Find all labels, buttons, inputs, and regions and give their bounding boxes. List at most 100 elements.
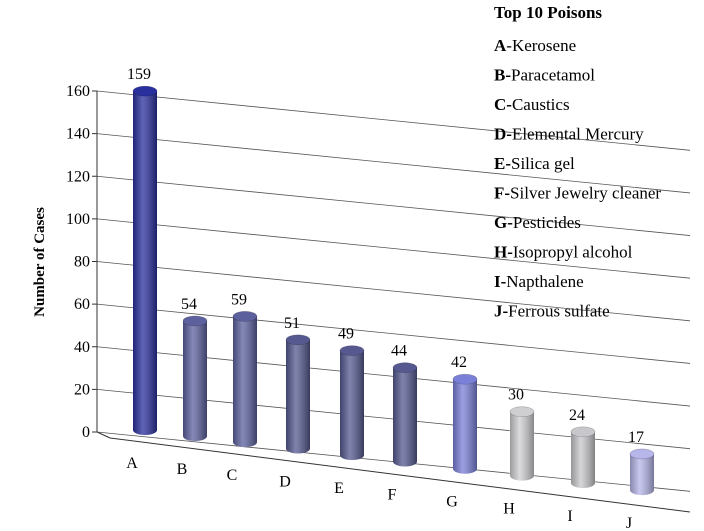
cylinder-top <box>509 406 535 417</box>
legend-text: Napthalene <box>506 272 583 291</box>
legend-key: E- <box>494 154 511 173</box>
legend-key: I- <box>494 272 507 291</box>
value-label: 24 <box>569 407 585 424</box>
legend-entry: J-Ferrous sulfate <box>494 302 610 321</box>
value-label: 59 <box>231 291 247 308</box>
cylinder <box>339 345 365 461</box>
x-tick-label: A <box>126 455 138 472</box>
y-tick-label: 120 <box>66 168 90 185</box>
value-label: 42 <box>451 354 467 371</box>
bar-shade-bottom <box>453 468 477 474</box>
bar-shade-bottom <box>286 448 310 454</box>
floor-front <box>109 437 691 513</box>
floor-edge <box>96 431 111 439</box>
bar-shade <box>630 453 654 491</box>
value-label: 17 <box>628 429 644 446</box>
value-label: 30 <box>508 387 524 404</box>
bar-shade-bottom <box>340 455 364 461</box>
bar-shade <box>183 320 207 437</box>
legend-entry: H-Isopropyl alcohol <box>494 243 633 262</box>
value-label: 159 <box>127 66 151 83</box>
grid-line <box>96 261 691 322</box>
cylinder <box>182 315 208 442</box>
legend-entry: B-Paracetamol <box>494 66 595 85</box>
legend-text: Pesticides <box>513 213 581 232</box>
cylinder-top <box>392 362 418 373</box>
y-tick-label: 160 <box>66 83 90 100</box>
cylinder-top <box>570 426 596 438</box>
cylinder-top <box>182 315 208 327</box>
cylinder <box>452 373 478 474</box>
bar-shade-bottom <box>183 436 207 442</box>
legend-key: D- <box>494 125 512 144</box>
bar-shade-bottom <box>510 475 534 481</box>
x-tick-label: D <box>279 474 291 491</box>
bar-shade-bottom <box>630 490 654 496</box>
legend-entry: C-Caustics <box>494 95 570 114</box>
bar-shade <box>340 350 364 456</box>
cylinder <box>285 334 311 454</box>
grid-line <box>96 133 691 194</box>
legend-text: Ferrous sulfate <box>508 302 610 321</box>
legend-entry: E-Silica gel <box>494 154 575 173</box>
grid-line <box>96 218 691 279</box>
y-tick-label: 20 <box>74 381 90 398</box>
cylinder-top <box>285 334 311 346</box>
chart-title: Top 10 Poisons <box>494 3 602 22</box>
legend-key: H- <box>494 243 513 262</box>
legend-text: Isopropyl alcohol <box>513 243 633 262</box>
legend-text: Silica gel <box>511 154 575 173</box>
cylinder <box>232 311 258 448</box>
legend-entry: A-Kerosene <box>494 36 576 55</box>
bar-shade <box>286 339 310 449</box>
x-tick-label: C <box>227 467 238 484</box>
y-tick-label: 100 <box>66 211 90 228</box>
legend-key: F- <box>494 184 510 203</box>
bar-shade-bottom <box>133 430 157 435</box>
legend-entry: I-Napthalene <box>494 272 584 291</box>
x-tick-label: F <box>388 486 397 503</box>
x-tick-label: H <box>503 501 515 518</box>
cylinder <box>570 426 596 488</box>
value-label: 51 <box>284 315 300 332</box>
legend-entry: F-Silver Jewelry cleaner <box>494 184 661 203</box>
legend-key: A <box>494 36 507 55</box>
legend-text: Elemental Mercury <box>512 125 644 144</box>
bar-shade-bottom <box>233 442 257 448</box>
bar-shade <box>393 367 417 462</box>
cylinder <box>132 85 158 435</box>
y-tick-label: 140 <box>66 126 90 143</box>
legend-entry: G-Pesticides <box>494 213 581 232</box>
y-tick-label: 0 <box>82 424 90 441</box>
cylinder-top <box>132 85 158 97</box>
cylinder-top <box>629 448 655 460</box>
legend-text: Caustics <box>512 95 570 114</box>
legend-text: Silver Jewelry cleaner <box>510 184 661 203</box>
value-label: 44 <box>391 343 407 360</box>
bar-shade-bottom <box>393 461 417 467</box>
x-tick-label: E <box>334 480 344 497</box>
legend-key: J- <box>494 302 509 321</box>
y-tick-label: 80 <box>74 254 90 271</box>
y-tick-label: 60 <box>74 296 90 313</box>
x-tick-label: B <box>177 461 188 478</box>
x-tick-label: J <box>626 515 632 531</box>
grid-line <box>96 303 691 364</box>
legend-key: C- <box>494 95 512 114</box>
x-tick-label: I <box>567 508 572 525</box>
cylinder-top <box>339 345 365 356</box>
value-label: 49 <box>338 326 354 343</box>
legend-key: B- <box>494 66 511 85</box>
cylinder-top <box>452 373 478 385</box>
bar-shade <box>233 316 257 443</box>
legend-text: Paracetamol <box>511 66 595 85</box>
bar-shade <box>571 431 595 483</box>
cylinder <box>629 448 655 496</box>
legend-key: G- <box>494 213 513 232</box>
value-label: 54 <box>181 296 197 313</box>
y-tick-label: 40 <box>74 339 90 356</box>
grid-line <box>96 175 691 236</box>
legend-text: -Kerosene <box>506 36 576 55</box>
bar-shade <box>453 379 477 469</box>
cylinder-top <box>232 311 258 322</box>
